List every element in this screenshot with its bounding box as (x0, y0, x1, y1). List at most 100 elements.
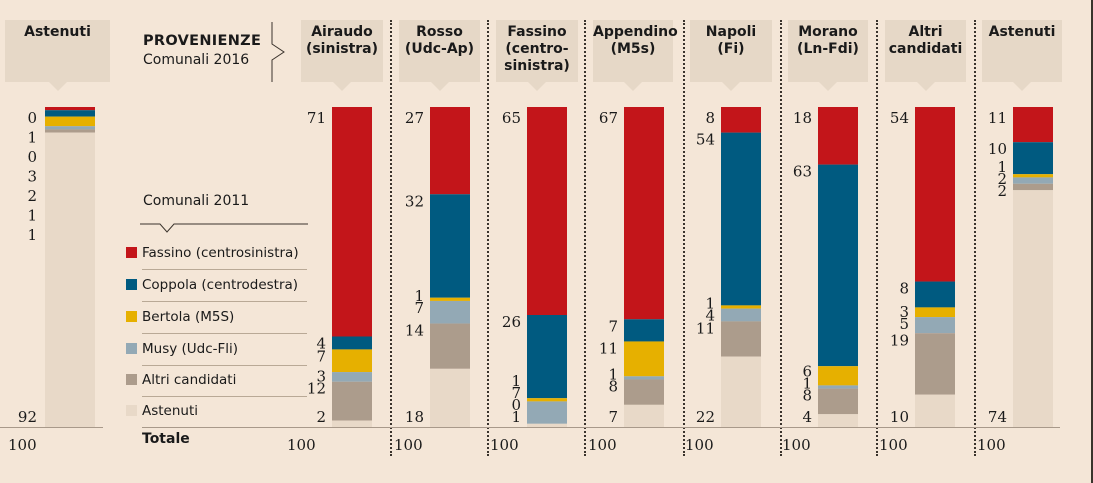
value-label: 54 (890, 109, 909, 127)
value-label: 19 (890, 331, 909, 349)
value-label: 1 (608, 365, 618, 383)
bar-segment (915, 281, 955, 308)
value-label: 8 (899, 280, 909, 298)
column-header-label: Fassino (centro- sinistra) (504, 24, 570, 74)
value-label: 67 (599, 109, 618, 127)
value-label: 1 (27, 129, 37, 147)
legend-swatch (126, 374, 137, 385)
value-label: 1 (27, 226, 37, 244)
value-label: 7 (414, 299, 424, 317)
header-pointer (819, 82, 837, 91)
bar-segment (721, 305, 761, 309)
total-label: 100 (977, 436, 1006, 454)
legend-label: Musy (Udc-Fli) (142, 341, 239, 357)
column-header: Airaudo (sinistra) (301, 20, 383, 91)
column-header: Napoli (Fi) (690, 20, 772, 91)
bar-segment (430, 368, 470, 427)
value-label: 18 (793, 109, 812, 127)
value-label: 1 (997, 158, 1007, 176)
value-label: 11 (988, 109, 1007, 127)
bar-segment (915, 333, 955, 395)
value-label: 7 (608, 408, 618, 426)
column-header: Astenuti (5, 20, 110, 91)
value-label: 7 (316, 347, 326, 365)
bar-segment (818, 388, 858, 415)
bar-segment (45, 129, 95, 133)
frame-edge (1091, 0, 1093, 483)
bar-segment (818, 164, 858, 367)
bar-segment (624, 404, 664, 427)
total-label: 100 (588, 436, 617, 454)
bar-segment (430, 194, 470, 298)
value-label: 14 (405, 322, 424, 340)
column-separator (780, 20, 782, 456)
bar-segment (915, 394, 955, 427)
column-header-label: Rosso (Udc-Ap) (404, 24, 475, 57)
bar-segment (45, 116, 95, 127)
total-label: 100 (287, 436, 316, 454)
legend-label: Bertola (M5S) (142, 309, 235, 325)
bar-segment (624, 341, 664, 377)
bar-segment (1013, 190, 1053, 427)
bar-segment (430, 300, 470, 324)
legend-divider (142, 269, 307, 270)
value-label: 65 (502, 109, 521, 127)
column-header-label: Altri candidati (888, 24, 963, 57)
bar-segment (45, 107, 95, 111)
legend-item: Altri candidati (126, 370, 236, 390)
column-header-label: Astenuti (24, 24, 91, 40)
value-label: 10 (890, 408, 909, 426)
legend-label: Fassino (centrosinistra) (142, 245, 299, 261)
legend-swatch (126, 343, 137, 354)
bar-segment (45, 126, 95, 130)
bar-segment (1013, 183, 1053, 191)
header-pointer (430, 82, 449, 91)
bar-segment (721, 321, 761, 357)
bar-segment (527, 401, 567, 424)
value-label: 0 (27, 109, 37, 127)
bar-segment (818, 366, 858, 386)
value-label: 7 (608, 317, 618, 335)
legend-swatch (126, 247, 137, 258)
column-header-label: Appendino (M5s) (593, 24, 678, 57)
baseline-left (0, 427, 103, 428)
value-label: 12 (307, 380, 326, 398)
legend-item: Coppola (centrodestra) (126, 275, 298, 295)
column-separator (876, 20, 878, 456)
value-label: 22 (696, 408, 715, 426)
column-header: Fassino (centro- sinistra) (496, 20, 578, 91)
column-separator (390, 20, 392, 456)
bar-segment (818, 107, 858, 165)
legend-divider (142, 396, 307, 397)
value-label: 54 (696, 131, 715, 149)
total-label: 100 (8, 436, 37, 454)
chart-subtitle: Comunali 2016 (143, 52, 250, 68)
column-header: Appendino (M5s) (593, 20, 678, 91)
value-label: 6 (802, 363, 812, 381)
value-label: 8 (802, 387, 812, 405)
legend-swatch (126, 405, 137, 416)
bar-segment (1013, 107, 1053, 143)
column-header-label: Morano (Ln-Fdi) (797, 24, 859, 57)
header-pointer (1013, 82, 1031, 91)
bar-segment (624, 319, 664, 342)
bar-segment (818, 414, 858, 427)
bar-segment (527, 315, 567, 399)
value-label: 3 (27, 168, 37, 186)
value-label: 1 (511, 408, 521, 426)
value-label: 18 (405, 408, 424, 426)
bar-segment (721, 107, 761, 133)
value-label: 3 (316, 368, 326, 386)
bar-segment (1013, 177, 1053, 184)
value-label: 26 (502, 313, 521, 331)
bar-segment (527, 423, 567, 427)
value-label: 4 (802, 408, 812, 426)
header-pointer (528, 82, 546, 91)
value-label: 10 (988, 140, 1007, 158)
chart-title: PROVENIENZE (143, 33, 262, 49)
legend-item: Fassino (centrosinistra) (126, 243, 299, 263)
value-label: 32 (405, 192, 424, 210)
legend-label: Astenuti (142, 403, 199, 419)
bar-segment (624, 376, 664, 380)
legend-title-underline (140, 223, 308, 233)
